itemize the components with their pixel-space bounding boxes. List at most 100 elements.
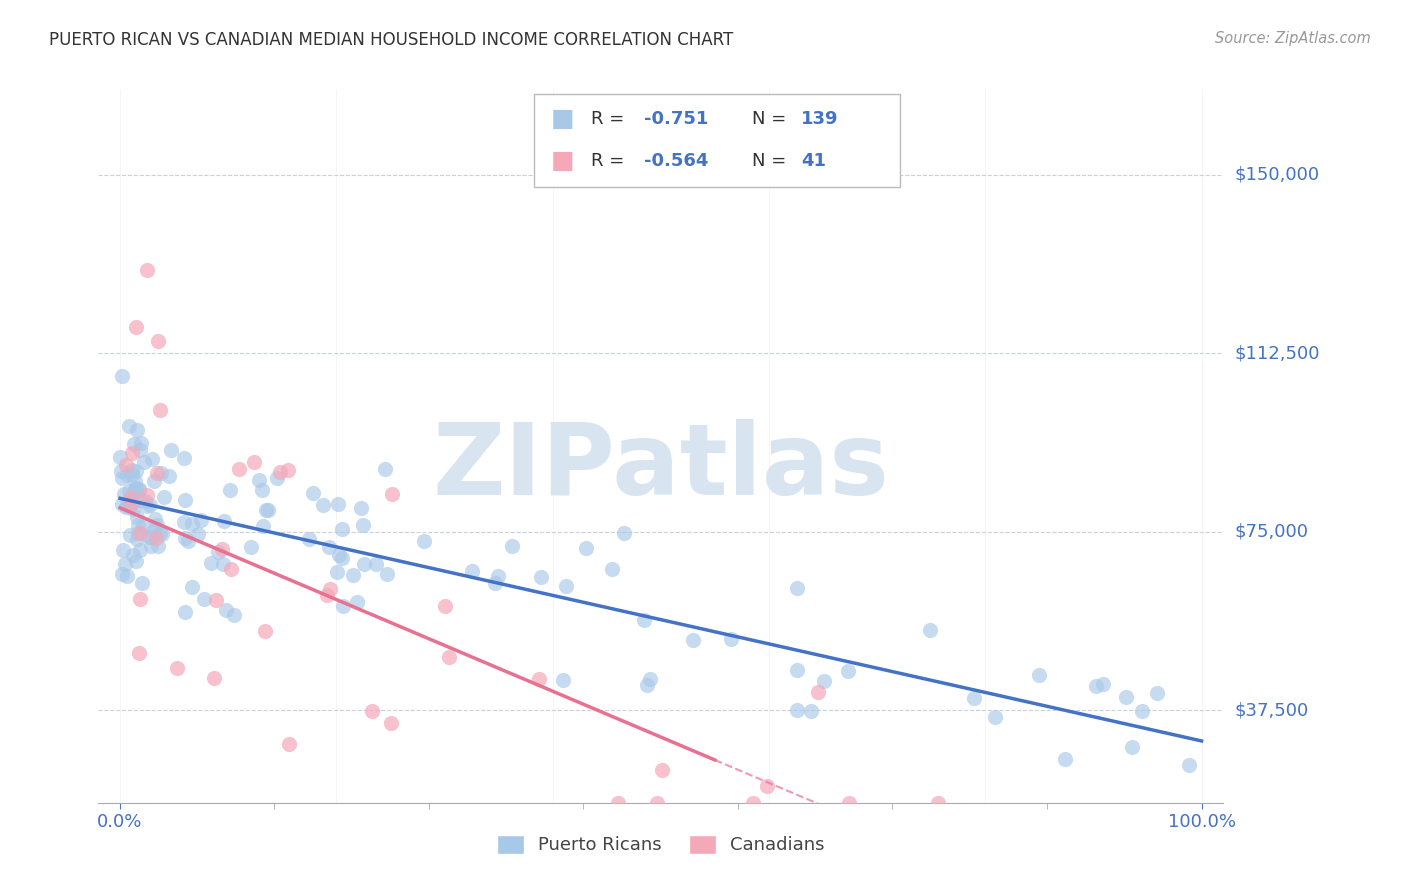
Point <box>266 471 288 485</box>
Point <box>1028 668 1050 682</box>
Point <box>139 539 162 553</box>
Point <box>124 475 146 489</box>
Point <box>150 527 173 541</box>
Point <box>312 498 335 512</box>
Point <box>204 592 226 607</box>
Point <box>224 607 246 622</box>
Point <box>153 490 176 504</box>
Point <box>127 510 149 524</box>
Point <box>361 704 384 718</box>
Text: R =: R = <box>591 110 624 128</box>
Point <box>330 522 353 536</box>
Point <box>176 534 198 549</box>
Text: $150,000: $150,000 <box>1234 166 1319 184</box>
Point <box>326 565 349 579</box>
Text: -0.564: -0.564 <box>644 152 709 169</box>
Point <box>129 436 152 450</box>
Point <box>207 545 229 559</box>
Point <box>278 737 301 751</box>
Point <box>1084 679 1107 693</box>
Point <box>211 541 233 556</box>
Point <box>253 624 276 638</box>
Point <box>122 495 145 509</box>
Point <box>125 320 148 334</box>
Point <box>837 664 859 678</box>
Point <box>129 591 152 606</box>
Point <box>807 685 830 699</box>
Text: R =: R = <box>591 152 624 169</box>
Point <box>553 673 575 687</box>
Point <box>111 471 134 485</box>
Point <box>129 493 152 508</box>
Point <box>121 548 143 562</box>
Point <box>247 474 270 488</box>
Point <box>1091 677 1114 691</box>
Legend: Puerto Ricans, Canadians: Puerto Ricans, Canadians <box>489 828 832 862</box>
Text: ■: ■ <box>551 107 575 130</box>
Point <box>115 499 138 513</box>
Point <box>118 418 141 433</box>
Text: PUERTO RICAN VS CANADIAN MEDIAN HOUSEHOLD INCOME CORRELATION CHART: PUERTO RICAN VS CANADIAN MEDIAN HOUSEHOL… <box>49 31 734 49</box>
Point <box>127 517 149 532</box>
Text: Source: ZipAtlas.com: Source: ZipAtlas.com <box>1215 31 1371 46</box>
Point <box>127 526 149 541</box>
Point <box>575 541 598 555</box>
Point <box>318 541 340 555</box>
Point <box>139 530 162 544</box>
Text: -0.751: -0.751 <box>644 110 709 128</box>
Point <box>136 499 159 513</box>
Point <box>114 557 136 571</box>
Point <box>124 482 146 496</box>
Point <box>143 474 166 488</box>
Point <box>204 671 226 685</box>
Point <box>129 442 152 457</box>
Point <box>124 464 146 478</box>
Point <box>346 595 368 609</box>
Point <box>269 465 291 479</box>
Point <box>128 483 150 498</box>
Point <box>190 512 212 526</box>
Point <box>1130 704 1153 718</box>
Point <box>145 531 167 545</box>
Point <box>117 483 139 498</box>
Point <box>124 437 146 451</box>
Point <box>111 369 134 384</box>
Point <box>187 527 209 541</box>
Point <box>120 490 142 504</box>
Point <box>720 632 742 647</box>
Point <box>145 517 167 532</box>
Point <box>501 539 523 553</box>
Point <box>786 663 808 677</box>
Point <box>121 501 143 516</box>
Point <box>121 445 143 459</box>
Point <box>118 492 141 507</box>
Point <box>1178 757 1201 772</box>
Point <box>110 567 132 582</box>
Point <box>218 483 240 498</box>
Point <box>128 647 150 661</box>
Point <box>412 533 434 548</box>
Point <box>200 556 222 570</box>
Point <box>342 568 364 582</box>
Point <box>460 564 482 578</box>
Point <box>983 709 1005 723</box>
Text: 139: 139 <box>801 110 839 128</box>
Point <box>193 591 215 606</box>
Point <box>638 672 661 686</box>
Point <box>530 570 553 584</box>
Point <box>128 483 150 497</box>
Text: $37,500: $37,500 <box>1234 701 1309 719</box>
Point <box>135 488 157 502</box>
Point <box>120 497 142 511</box>
Point <box>439 650 461 665</box>
Point <box>527 673 550 687</box>
Point <box>117 467 139 482</box>
Point <box>120 528 142 542</box>
Point <box>243 454 266 468</box>
Point <box>352 518 374 533</box>
Point <box>963 691 986 706</box>
Point <box>600 562 623 576</box>
Point <box>918 623 941 637</box>
Point <box>318 582 340 596</box>
Text: ■: ■ <box>551 149 575 172</box>
